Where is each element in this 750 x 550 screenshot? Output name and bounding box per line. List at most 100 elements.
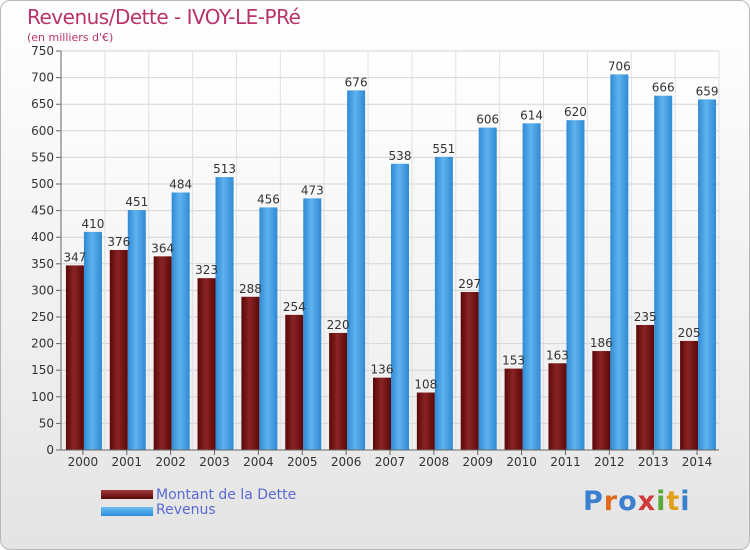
y-tick-label: 550	[31, 150, 54, 164]
x-tick-label: 2014	[682, 455, 713, 469]
bar-revenus	[391, 163, 409, 450]
value-label-dette: 323	[195, 263, 218, 277]
value-label-dette: 108	[414, 378, 437, 392]
x-tick-label: 2004	[243, 455, 274, 469]
bar-revenus	[478, 127, 497, 450]
logo-letter: i	[680, 486, 691, 517]
x-tick-label: 2012	[594, 455, 625, 469]
value-label-revenus: 451	[125, 195, 148, 209]
y-tick-label: 600	[31, 124, 54, 138]
x-tick-label: 2008	[419, 455, 450, 469]
x-tick-label: 2010	[506, 455, 537, 469]
bar-dette	[109, 249, 128, 450]
y-tick-label: 450	[31, 204, 54, 218]
value-label-revenus: 614	[520, 108, 543, 122]
value-label-dette: 347	[63, 250, 86, 264]
value-label-dette: 153	[502, 354, 525, 368]
bar-revenus	[434, 156, 453, 451]
y-tick-label: 400	[31, 230, 54, 244]
y-tick-label: 50	[39, 416, 54, 430]
y-tick-label: 350	[31, 257, 54, 271]
value-label-dette: 288	[239, 282, 262, 296]
y-tick-label: 700	[31, 71, 54, 85]
bar-revenus	[127, 210, 146, 450]
bar-dette	[241, 296, 260, 450]
x-tick-label: 2007	[375, 455, 406, 469]
bar-revenus	[303, 198, 322, 450]
bar-revenus	[522, 123, 541, 451]
bar-dette	[460, 291, 479, 450]
x-tick-label: 2011	[550, 455, 581, 469]
chart-title: Revenus/Dette - IVOY-LE-PRé	[27, 5, 301, 29]
bar-dette	[285, 314, 304, 450]
value-label-dette: 220	[327, 318, 350, 332]
value-label-revenus: 676	[345, 75, 368, 89]
x-tick-label: 2002	[155, 455, 186, 469]
bar-dette	[548, 363, 567, 450]
logo-letter: r	[603, 486, 619, 517]
x-tick-label: 2003	[199, 455, 230, 469]
y-tick-label: 300	[31, 283, 54, 297]
value-label-revenus: 659	[696, 84, 719, 98]
value-label-dette: 136	[371, 363, 394, 377]
bar-revenus	[259, 207, 278, 450]
logo-letter: o	[618, 486, 638, 517]
bar-revenus	[215, 177, 234, 451]
value-label-dette: 364	[151, 241, 174, 255]
x-tick-label: 2001	[112, 455, 143, 469]
x-tick-label: 2013	[638, 455, 669, 469]
bar-revenus	[566, 120, 585, 450]
value-label-revenus: 410	[81, 217, 104, 231]
bar-dette	[636, 324, 655, 450]
y-tick-label: 200	[31, 337, 54, 351]
y-tick-label: 0	[46, 443, 54, 457]
legend-swatch-dette	[101, 490, 153, 499]
bar-revenus	[171, 192, 190, 450]
value-label-dette: 297	[458, 277, 481, 291]
value-label-dette: 205	[678, 326, 701, 340]
bar-dette	[197, 278, 216, 450]
y-tick-label: 750	[31, 44, 54, 58]
bar-revenus	[698, 99, 717, 451]
value-label-revenus: 706	[608, 59, 631, 73]
value-label-revenus: 620	[564, 105, 587, 119]
legend-label-dette: Montant de la Dette	[156, 487, 297, 503]
y-tick-label: 150	[31, 363, 54, 377]
proxiti-logo: Proxiti	[583, 486, 691, 517]
value-label-revenus: 538	[389, 149, 412, 163]
value-label-revenus: 484	[169, 178, 192, 192]
bar-revenus	[83, 231, 102, 450]
logo-letter: i	[656, 486, 667, 517]
x-tick-label: 2005	[287, 455, 318, 469]
bar-dette	[65, 265, 84, 450]
value-label-revenus: 513	[213, 162, 236, 176]
y-tick-label: 100	[31, 390, 54, 404]
value-label-revenus: 456	[257, 192, 280, 206]
bar-dette	[504, 368, 523, 450]
y-tick-label: 500	[31, 177, 54, 191]
value-label-dette: 235	[634, 310, 657, 324]
value-label-dette: 186	[590, 336, 613, 350]
y-tick-label: 650	[31, 97, 54, 111]
logo-letter: x	[637, 486, 657, 517]
bar-dette	[329, 332, 348, 450]
value-label-revenus: 473	[301, 183, 324, 197]
value-label-revenus: 666	[652, 81, 675, 95]
value-label-revenus: 551	[432, 142, 455, 156]
x-tick-label: 2006	[331, 455, 362, 469]
value-label-dette: 254	[283, 300, 306, 314]
x-tick-label: 2000	[68, 455, 99, 469]
value-label-revenus: 606	[476, 113, 499, 127]
bar-revenus	[347, 90, 366, 451]
x-tick-label: 2009	[462, 455, 493, 469]
bar-revenus	[654, 95, 673, 451]
bar-dette	[680, 340, 699, 450]
value-label-dette: 376	[107, 235, 130, 249]
chart-subtitle: (en milliers d'€)	[27, 31, 114, 44]
bar-dette	[153, 256, 172, 450]
y-tick-label: 250	[31, 310, 54, 324]
legend-swatch-revenus	[101, 507, 153, 516]
value-label-dette: 163	[546, 348, 569, 362]
